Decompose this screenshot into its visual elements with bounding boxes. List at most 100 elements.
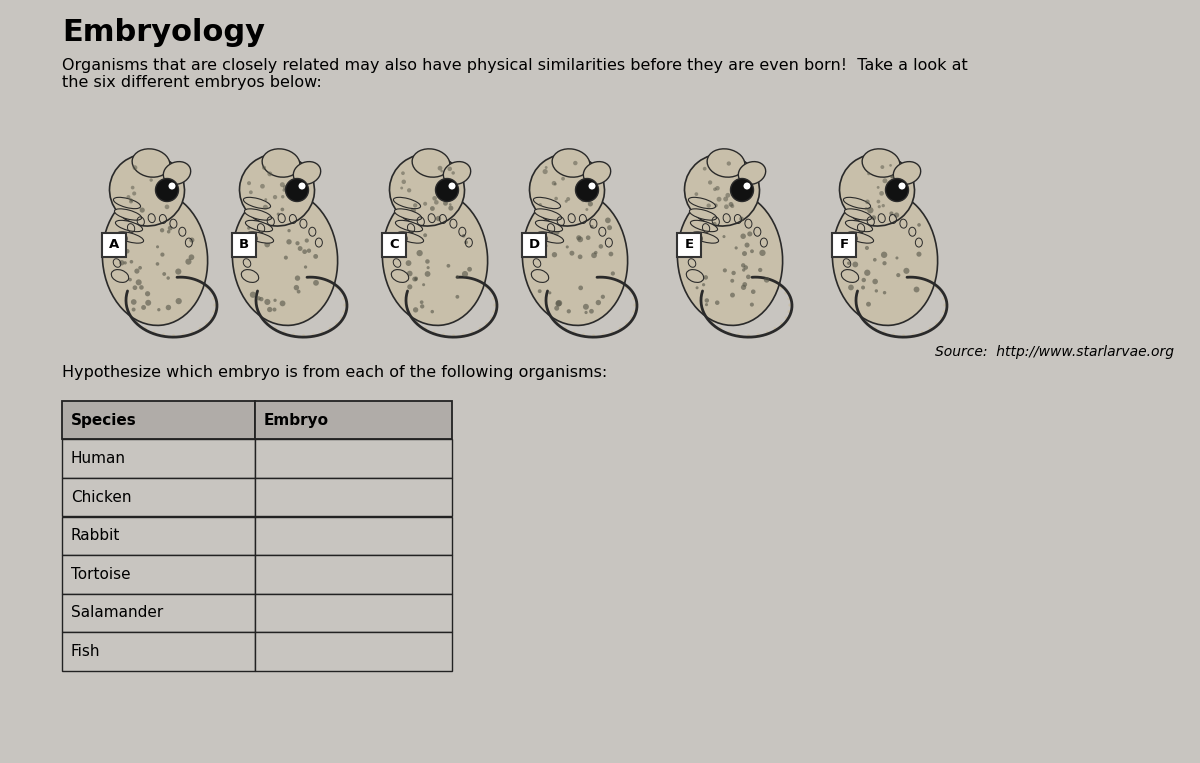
- Circle shape: [742, 187, 746, 192]
- Circle shape: [722, 269, 727, 272]
- Circle shape: [868, 207, 874, 214]
- Circle shape: [413, 203, 418, 208]
- Circle shape: [283, 185, 288, 190]
- Circle shape: [912, 333, 914, 336]
- Circle shape: [544, 244, 547, 248]
- Circle shape: [896, 273, 900, 277]
- Bar: [254, 478, 452, 517]
- Circle shape: [446, 264, 450, 268]
- Ellipse shape: [532, 269, 548, 282]
- Circle shape: [882, 330, 886, 333]
- Circle shape: [294, 285, 299, 291]
- Circle shape: [397, 237, 401, 241]
- Ellipse shape: [690, 221, 718, 232]
- Circle shape: [746, 275, 751, 279]
- Circle shape: [703, 167, 707, 171]
- Circle shape: [552, 252, 557, 257]
- Circle shape: [710, 237, 714, 240]
- Circle shape: [892, 333, 895, 336]
- Ellipse shape: [683, 236, 701, 250]
- Circle shape: [329, 282, 332, 285]
- Circle shape: [929, 282, 932, 285]
- Circle shape: [268, 307, 272, 312]
- Circle shape: [581, 198, 584, 202]
- Circle shape: [280, 301, 286, 306]
- Ellipse shape: [246, 221, 272, 232]
- Circle shape: [410, 314, 414, 317]
- Circle shape: [172, 334, 175, 337]
- Ellipse shape: [846, 221, 872, 232]
- Circle shape: [774, 327, 776, 330]
- Circle shape: [485, 286, 487, 289]
- Circle shape: [551, 314, 554, 317]
- Circle shape: [205, 286, 208, 289]
- Circle shape: [280, 182, 284, 187]
- Ellipse shape: [233, 191, 337, 325]
- Circle shape: [577, 254, 582, 259]
- Bar: [62, 594, 254, 632]
- Circle shape: [420, 301, 424, 304]
- Ellipse shape: [390, 154, 464, 226]
- Circle shape: [708, 180, 713, 185]
- Circle shape: [929, 327, 931, 330]
- Ellipse shape: [535, 221, 563, 232]
- Circle shape: [490, 291, 492, 295]
- Circle shape: [452, 334, 455, 337]
- Ellipse shape: [862, 149, 900, 177]
- Circle shape: [264, 198, 268, 201]
- Bar: [254, 517, 452, 555]
- Ellipse shape: [583, 162, 611, 185]
- Ellipse shape: [684, 154, 760, 226]
- Ellipse shape: [108, 236, 126, 250]
- Circle shape: [287, 239, 292, 244]
- Circle shape: [554, 197, 558, 201]
- Circle shape: [407, 271, 413, 276]
- Circle shape: [136, 279, 142, 285]
- Circle shape: [335, 286, 337, 289]
- Circle shape: [556, 301, 562, 307]
- Circle shape: [420, 304, 425, 308]
- Circle shape: [704, 303, 708, 306]
- Circle shape: [876, 200, 881, 204]
- Circle shape: [299, 182, 306, 189]
- Circle shape: [199, 327, 202, 330]
- Circle shape: [588, 182, 595, 189]
- FancyBboxPatch shape: [522, 233, 546, 257]
- Ellipse shape: [246, 232, 274, 243]
- Ellipse shape: [383, 191, 487, 325]
- Circle shape: [274, 298, 277, 302]
- Circle shape: [164, 204, 169, 209]
- Ellipse shape: [240, 154, 314, 226]
- Ellipse shape: [132, 149, 170, 177]
- Circle shape: [295, 241, 300, 246]
- Circle shape: [889, 164, 892, 167]
- Ellipse shape: [522, 191, 628, 325]
- Circle shape: [277, 213, 280, 216]
- Ellipse shape: [245, 209, 271, 221]
- Circle shape: [175, 298, 182, 304]
- Circle shape: [578, 285, 583, 290]
- Text: F: F: [840, 239, 848, 252]
- Circle shape: [590, 225, 594, 228]
- Circle shape: [401, 172, 404, 175]
- Ellipse shape: [552, 149, 590, 177]
- Circle shape: [583, 186, 587, 190]
- Circle shape: [413, 277, 418, 282]
- Circle shape: [899, 182, 906, 189]
- Circle shape: [890, 175, 894, 179]
- Circle shape: [313, 254, 318, 259]
- Circle shape: [868, 172, 870, 175]
- Circle shape: [295, 275, 300, 281]
- Ellipse shape: [536, 232, 564, 243]
- Circle shape: [456, 275, 458, 278]
- Circle shape: [703, 290, 706, 293]
- Circle shape: [545, 166, 547, 169]
- Circle shape: [340, 291, 342, 295]
- Circle shape: [556, 300, 563, 306]
- Circle shape: [731, 204, 734, 208]
- Circle shape: [259, 233, 265, 240]
- Circle shape: [168, 182, 175, 189]
- Circle shape: [742, 251, 746, 256]
- Circle shape: [188, 254, 194, 260]
- Circle shape: [205, 322, 208, 325]
